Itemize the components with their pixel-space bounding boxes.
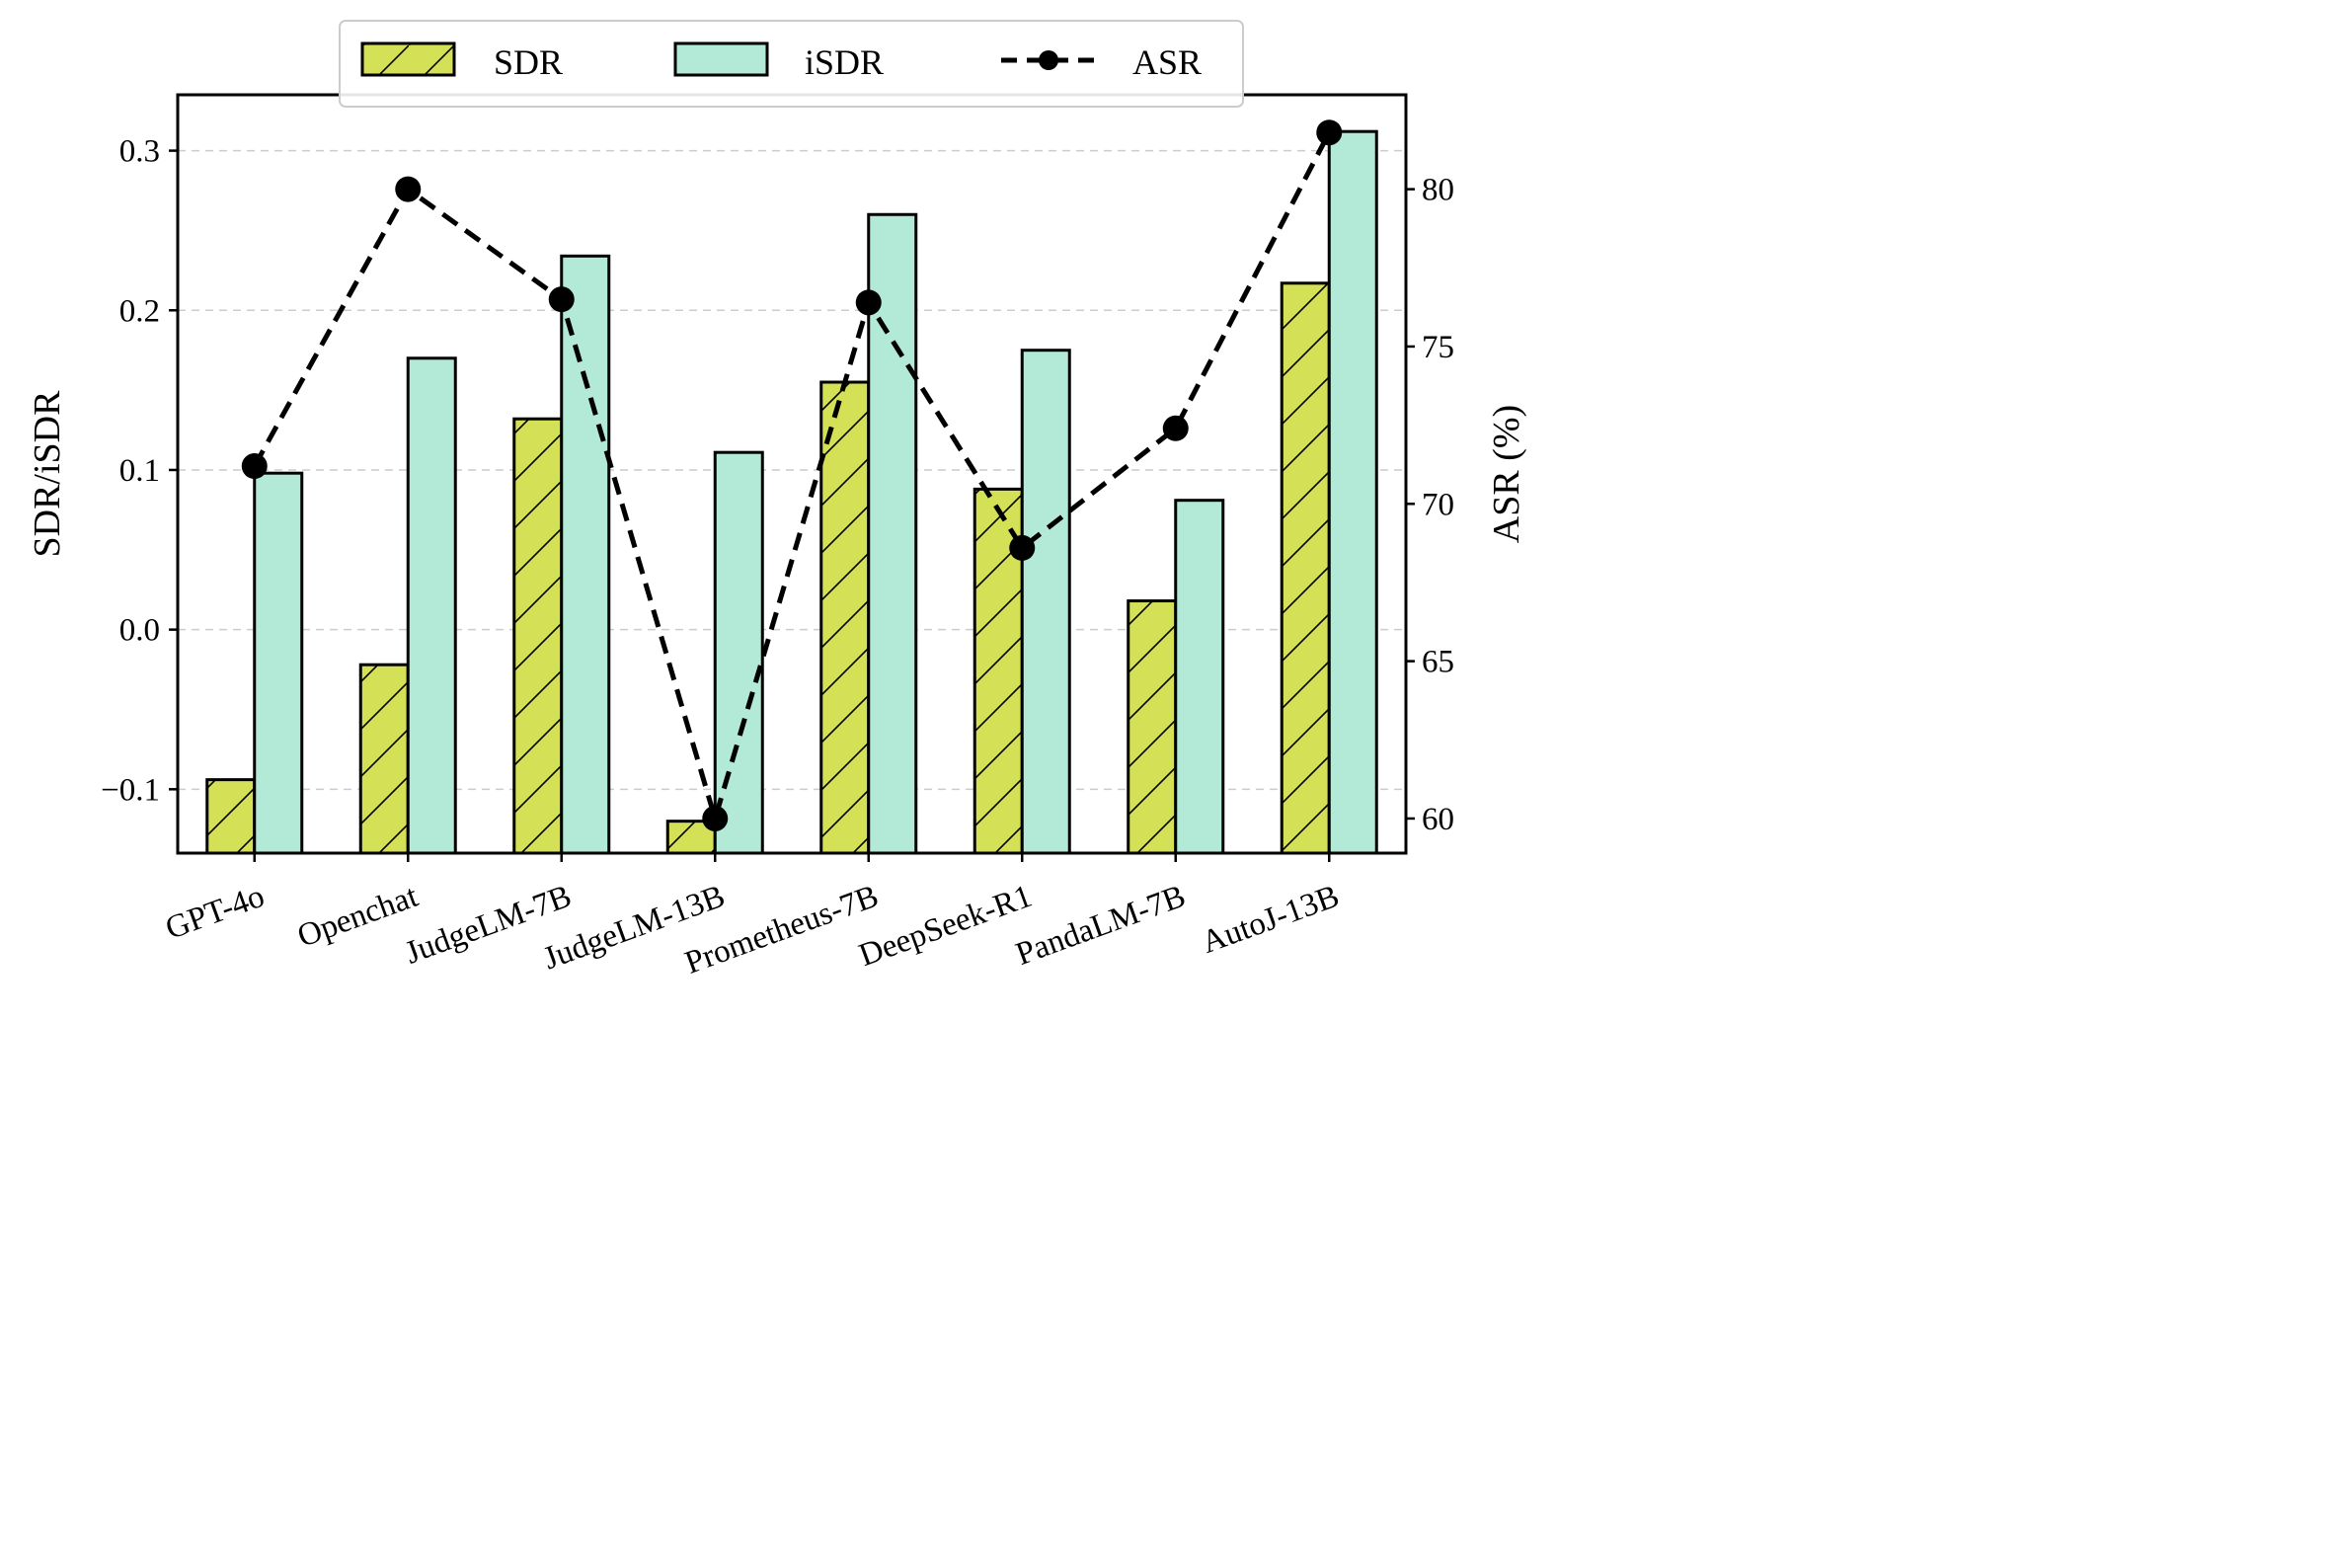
legend: SDR iSDR ASR — [339, 20, 1244, 108]
y2-axis-title: ASR (%) — [1486, 405, 1527, 543]
asr-point — [241, 453, 268, 480]
legend-label-isdr: iSDR — [805, 42, 884, 82]
bar-isdr — [1327, 129, 1378, 855]
y-tick-label: −0.1 — [101, 772, 160, 808]
asr-point — [1316, 119, 1343, 146]
bar-sdr-hatch — [1127, 599, 1178, 855]
x-tick-label: GPT-4o — [161, 879, 269, 947]
bar-sdr-hatch — [1280, 281, 1331, 855]
y2-tick-label: 60 — [1422, 802, 1454, 837]
bar-sdr-hatch — [819, 380, 871, 855]
bar-sdr-hatch — [512, 417, 564, 855]
asr-point — [1009, 534, 1036, 561]
bar-isdr — [253, 471, 304, 855]
x-tick-label: PandaLM-7B — [1011, 879, 1190, 973]
y-tick-label: 0.3 — [119, 134, 160, 170]
x-tick-label: DeepSeek-R1 — [854, 879, 1037, 975]
y-tick-label: 0.2 — [119, 293, 160, 329]
y2-tick-label: 80 — [1422, 173, 1454, 208]
asr-point — [855, 289, 882, 316]
legend-box — [339, 20, 1244, 108]
bar-isdr — [867, 212, 918, 855]
legend-swatch-isdr — [673, 41, 769, 77]
asr-point — [395, 176, 422, 202]
bar-isdr — [406, 356, 457, 855]
asr-point — [1162, 415, 1189, 441]
legend-label-asr: ASR — [1132, 42, 1202, 82]
bar-sdr-hatch — [358, 663, 410, 855]
bar-isdr — [713, 450, 764, 855]
y2-tick-label: 70 — [1422, 487, 1454, 522]
asr-point — [702, 805, 729, 831]
bar-isdr — [1020, 349, 1071, 855]
bars — [205, 129, 1378, 855]
x-tick-label: AutoJ-13B — [1198, 879, 1344, 961]
asr-line — [241, 119, 1343, 831]
y2-tick-label: 75 — [1422, 330, 1454, 365]
bar-sdr-hatch — [205, 778, 257, 855]
y-axis-title: SDR/iSDR — [27, 390, 68, 558]
asr-polyline — [252, 131, 1332, 827]
y2-tick-label: 65 — [1422, 645, 1454, 680]
y-tick-label: 0.1 — [119, 453, 160, 489]
legend-label-sdr: SDR — [494, 42, 563, 82]
y-tick-label: 0.0 — [119, 613, 160, 649]
bar-isdr — [1174, 499, 1225, 855]
bar-isdr — [560, 254, 611, 855]
asr-point — [548, 286, 575, 313]
legend-marker-asr — [1039, 50, 1058, 70]
